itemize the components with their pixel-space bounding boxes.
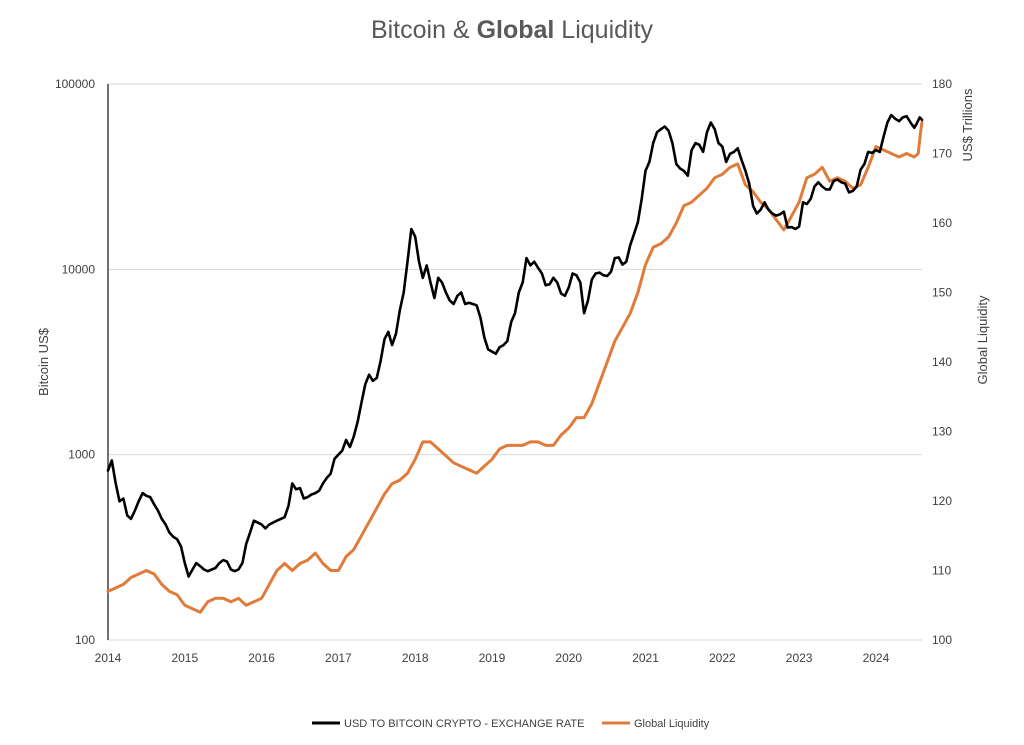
chart-title-part-1: Bitcoin & [371, 16, 477, 44]
y-right-axis-ticks: 100 110 120 130 140 150 160 170 180 [932, 77, 952, 647]
chart-title: Bitcoin & Global Liquidity [371, 16, 654, 44]
x-tick-2015: 2015 [171, 651, 198, 665]
x-tick-2017: 2017 [325, 651, 352, 665]
y-right-tick-170: 170 [932, 147, 952, 161]
x-tick-2016: 2016 [248, 651, 275, 665]
legend-label-liquidity: Global Liquidity [634, 718, 710, 730]
x-tick-2020: 2020 [555, 651, 582, 665]
y-right-tick-140: 140 [932, 355, 952, 369]
x-tick-2018: 2018 [402, 651, 429, 665]
x-axis-ticks: 2014 2015 2016 2017 2018 2019 2020 2021 2022 2023… [95, 651, 890, 665]
y-right-tick-110: 110 [932, 564, 951, 578]
y-left-tick-10000: 10000 [62, 262, 96, 276]
y-left-axis-label: Bitcoin US$ [36, 327, 51, 396]
plot-series [106, 113, 924, 614]
legend: USD TO BITCOIN CRYPTO - EXCHANGE RATE Gl… [312, 718, 710, 730]
y-left-axis-ticks: 100 1000 10000 100000 [55, 77, 95, 647]
x-tick-2024: 2024 [863, 651, 890, 665]
y-right-tick-120: 120 [932, 494, 952, 508]
y-right-tick-180: 180 [932, 77, 952, 91]
chart-title-part-2: Global [477, 16, 555, 44]
y-left-tick-100000: 100000 [55, 77, 95, 91]
x-tick-2019: 2019 [479, 651, 506, 665]
y-right-tick-150: 150 [932, 286, 952, 300]
y-left-tick-1000: 1000 [68, 448, 95, 462]
y-right-axis-unit-label: US$ Trillions [960, 88, 975, 161]
series-line-global-liquidity [106, 120, 924, 614]
y-right-axis-label: Global Liquidity [975, 295, 990, 384]
y-right-tick-130: 130 [932, 425, 952, 439]
y-left-tick-100: 100 [75, 633, 95, 647]
legend-label-bitcoin: USD TO BITCOIN CRYPTO - EXCHANGE RATE [344, 718, 584, 730]
x-tick-2022: 2022 [709, 651, 736, 665]
series-line-bitcoin [106, 113, 924, 578]
y-right-tick-100: 100 [932, 633, 952, 647]
gridlines [108, 83, 922, 641]
x-tick-2023: 2023 [786, 651, 813, 665]
y-right-tick-160: 160 [932, 216, 952, 230]
chart-title-part-3: Liquidity [554, 16, 653, 44]
x-tick-2021: 2021 [632, 651, 659, 665]
x-tick-2014: 2014 [95, 651, 122, 665]
